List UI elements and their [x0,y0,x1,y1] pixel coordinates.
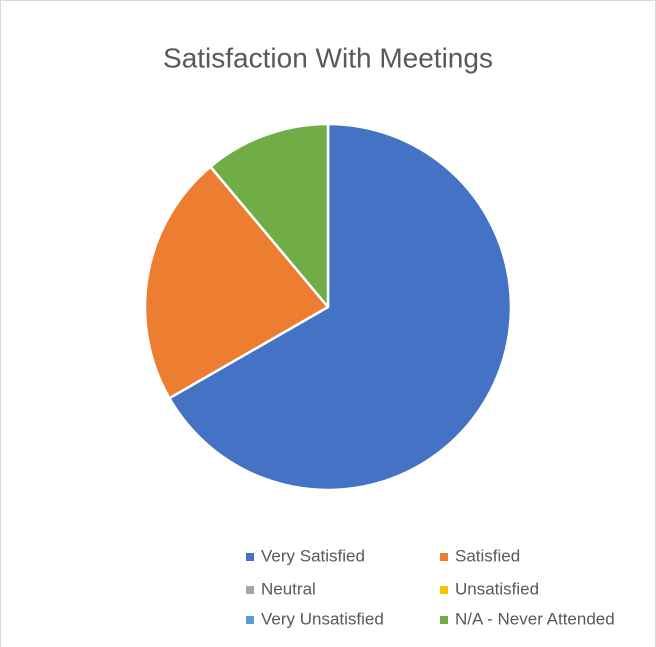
chart-title: Satisfaction With Meetings [163,42,493,73]
legend-swatch [246,553,254,561]
legend-label: Very Satisfied [261,546,365,565]
legend-swatch [440,553,448,561]
pie-slice [168,122,513,492]
pie-slice [143,165,330,400]
legend-label: Unsatisfied [455,579,539,598]
legend-label: Neutral [261,579,316,598]
legend-label: Satisfied [455,546,520,565]
legend-label: Very Unsatisfied [261,609,384,628]
legend-label: N/A - Never Attended [455,609,615,628]
legend-swatch [440,586,448,594]
legend-swatch [246,616,254,624]
pie-slice [209,122,330,309]
legend-swatch [246,586,254,594]
legend-swatch [440,616,448,624]
